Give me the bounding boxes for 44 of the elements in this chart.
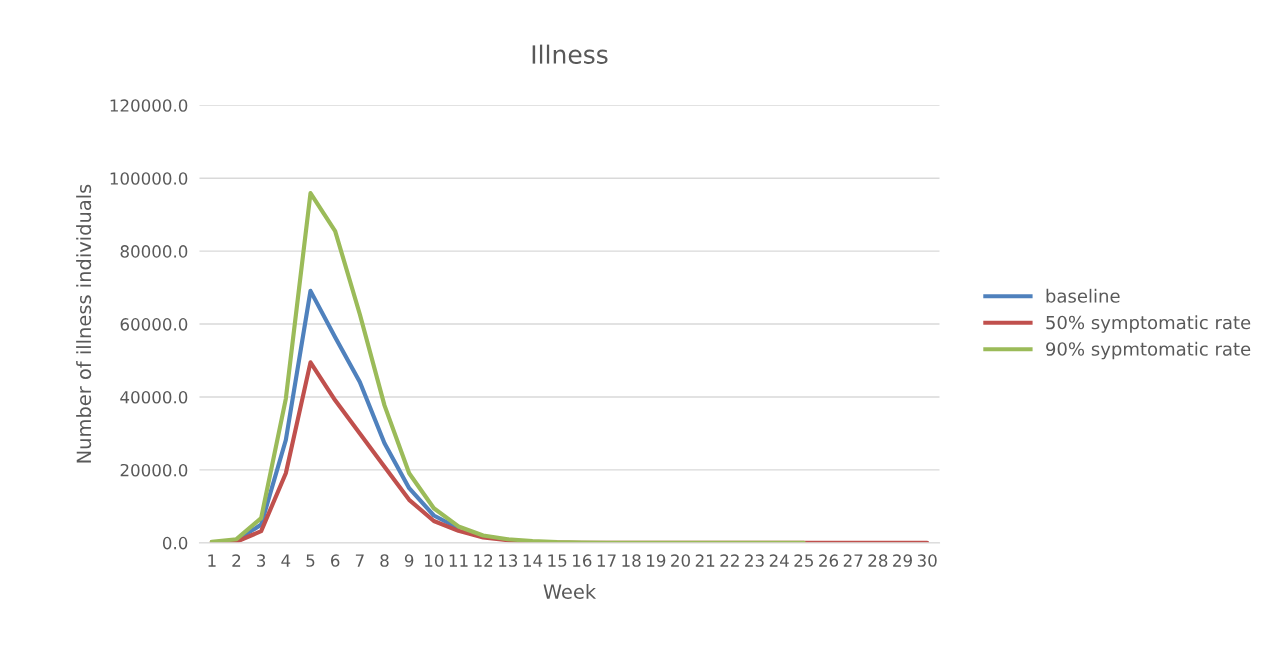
x-tick-label: 21 [695,554,715,567]
x-tick-label: 8 [380,554,389,567]
x-tick-label: 18 [622,554,641,567]
x-tick-label: 5 [306,554,315,567]
x-tick-label: 19 [647,554,666,567]
legend-label: baseline [1046,288,1120,303]
y-tick-label: 20000.0 [120,463,188,477]
x-tick-label: 23 [745,554,764,567]
x-tick-label: 25 [794,554,813,567]
x-tick-label: 7 [355,554,364,567]
x-tick-label: 9 [404,554,414,567]
x-tick-label: 6 [331,554,340,567]
y-tick-label: 60000.0 [120,318,188,331]
x-tick-label: 28 [868,554,888,567]
x-tick-label: 4 [281,554,291,567]
x-tick-label: 20 [671,554,690,567]
line-series [209,191,806,543]
x-tick-label: 10 [425,554,444,567]
y-axis-title: Number of illness individuals [76,184,92,463]
x-tick-label: 1 [208,554,216,567]
x-tick-label: 26 [819,554,839,567]
x-tick-label: 16 [573,554,592,567]
x-tick-label: 3 [257,554,266,567]
x-tick-label: 11 [449,554,468,567]
x-tick-label: 29 [893,554,912,567]
x-tick-label: 17 [597,554,616,567]
legend-label: 50% symptomatic rate [1046,315,1251,333]
x-tick-label: 22 [720,554,739,567]
x-tick-label: 27 [843,554,863,567]
y-tick-label: 40000.0 [120,390,188,404]
x-tick-label: 14 [523,554,543,567]
x-tick-label: 15 [548,554,567,567]
x-tick-label: 24 [769,554,789,567]
x-tick-label: 12 [474,554,493,567]
y-tick-label: 120000.0 [110,99,188,112]
x-tick-label: 13 [499,554,518,567]
x-tick-label: 30 [917,554,937,567]
x-axis-title: Week [543,583,597,600]
legend-label: 90% sypmtomatic rate [1046,341,1251,360]
y-tick-label: 80000.0 [120,245,188,258]
chart-title: Illness [532,44,608,64]
y-tick-label: 0.0 [162,536,188,550]
x-tick-label: 2 [232,554,241,567]
y-tick-label: 100000.0 [110,172,188,185]
